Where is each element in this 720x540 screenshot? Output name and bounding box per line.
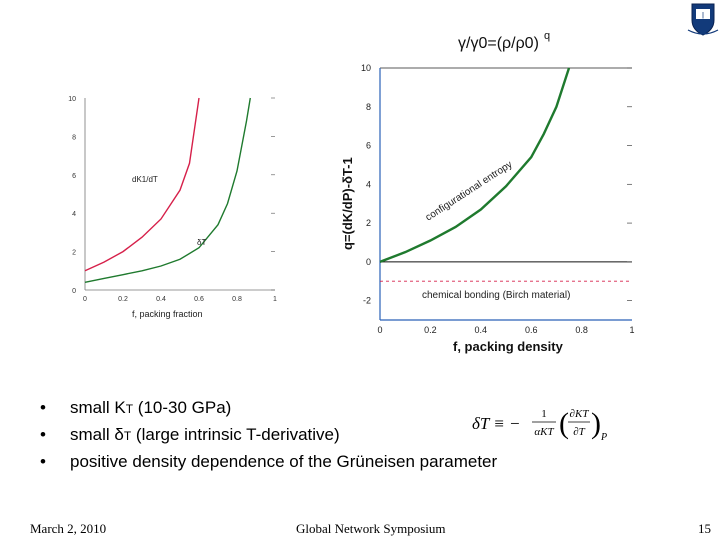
bullet-item: • small KT (10-30 GPa) — [40, 395, 497, 422]
x-tick-label: 0.4 — [156, 296, 166, 303]
formula-paren-right: ) — [591, 407, 601, 440]
footer-date: March 2, 2010 — [30, 521, 107, 536]
formula-deriv-den: ∂T — [573, 426, 585, 438]
y-tick-label: 8 — [366, 102, 371, 112]
formula-subscript: P — [600, 432, 607, 443]
bullet-subscript: T — [125, 402, 134, 416]
y-tick-label: 4 — [72, 211, 76, 218]
footer-event: Global Network Symposium — [296, 521, 446, 536]
right-chart: γ/γ0=(ρ/ρ0) q0 0.2 0.4 0.6 0.8 1-20246810confi… — [340, 30, 635, 354]
bullet-item: • positive density dependence of the Grün… — [40, 449, 497, 475]
series-configurational-entropy-line — [379, 67, 571, 263]
bullet-item: • small δT (large intrinsic T-derivative) — [40, 422, 497, 449]
x-tick-label: 0.2 — [424, 325, 437, 335]
x-tick-label: 0 — [83, 296, 87, 303]
bullet-dot: • — [40, 425, 46, 444]
x-tick-label: 0 — [377, 325, 382, 335]
x-tick-label: 0.8 — [575, 325, 588, 335]
y-axis-label: q=(dK/dP)-δT-1 — [340, 157, 355, 250]
bullet-dot: • — [40, 452, 46, 471]
series-delta-t-line — [84, 97, 251, 284]
bullet-text: small K — [70, 398, 126, 417]
x-tick-label: 0.2 — [118, 296, 128, 303]
formula-frac-num: 1 — [541, 408, 547, 420]
formula-frac-den: αKT — [534, 426, 554, 438]
x-tick-label: 1 — [273, 296, 277, 303]
bullet-list: • small KT (10-30 GPa) • small δT (large i… — [40, 395, 497, 475]
chart-title-formula: γ/γ0=(ρ/ρ0) — [458, 35, 539, 52]
series-label-delta-t: δT — [197, 238, 206, 247]
bullet-dot: • — [40, 398, 46, 417]
formula-lhs: δT ≡ − — [472, 414, 521, 433]
x-tick-label: 0.6 — [194, 296, 204, 303]
formula-paren-left: ( — [559, 407, 569, 440]
delta-t-formula: δT ≡ − 1 αKT ( ∂KT ∂T ) P — [472, 407, 607, 443]
y-tick-label: 0 — [72, 288, 76, 295]
x-tick-label: 1 — [629, 325, 634, 335]
shield-logo-icon: || — [687, 3, 719, 36]
bullet-text: small δ — [70, 425, 124, 444]
chart-title-exponent: q — [544, 30, 550, 42]
y-tick-label: 8 — [72, 134, 76, 141]
formula-deriv-num: ∂KT — [570, 408, 590, 420]
x-tick-label: 0.8 — [232, 296, 242, 303]
bullet-text: positive density dependence of the Grüne… — [70, 452, 498, 471]
bullet-text-rest: (large intrinsic T-derivative) — [131, 425, 340, 444]
x-tick-label: 0.4 — [475, 325, 488, 335]
bonding-label: chemical bonding (Birch material) — [422, 290, 570, 301]
footer-page-number: 15 — [698, 521, 711, 536]
y-tick-label: 2 — [366, 218, 371, 228]
x-tick-label: 0.6 — [525, 325, 538, 335]
y-tick-label: 6 — [366, 141, 371, 151]
y-tick-label: -2 — [363, 296, 371, 306]
y-tick-label: 10 — [361, 63, 371, 73]
series-label-dk1dt: dK1/dT — [132, 175, 158, 184]
y-tick-label: 0 — [366, 257, 371, 267]
svg-text:||: || — [702, 11, 705, 19]
y-tick-label: 10 — [68, 96, 76, 103]
x-axis-label: f, packing density — [453, 339, 564, 354]
y-tick-label: 6 — [72, 173, 76, 180]
y-tick-label: 2 — [72, 250, 76, 257]
x-axis-label: f, packing fraction — [132, 309, 203, 319]
bullet-subscript: T — [123, 429, 132, 443]
series-dk1dt-line — [84, 97, 200, 272]
bullet-text-rest: (10-30 GPa) — [133, 398, 232, 417]
y-tick-label: 4 — [366, 179, 371, 189]
